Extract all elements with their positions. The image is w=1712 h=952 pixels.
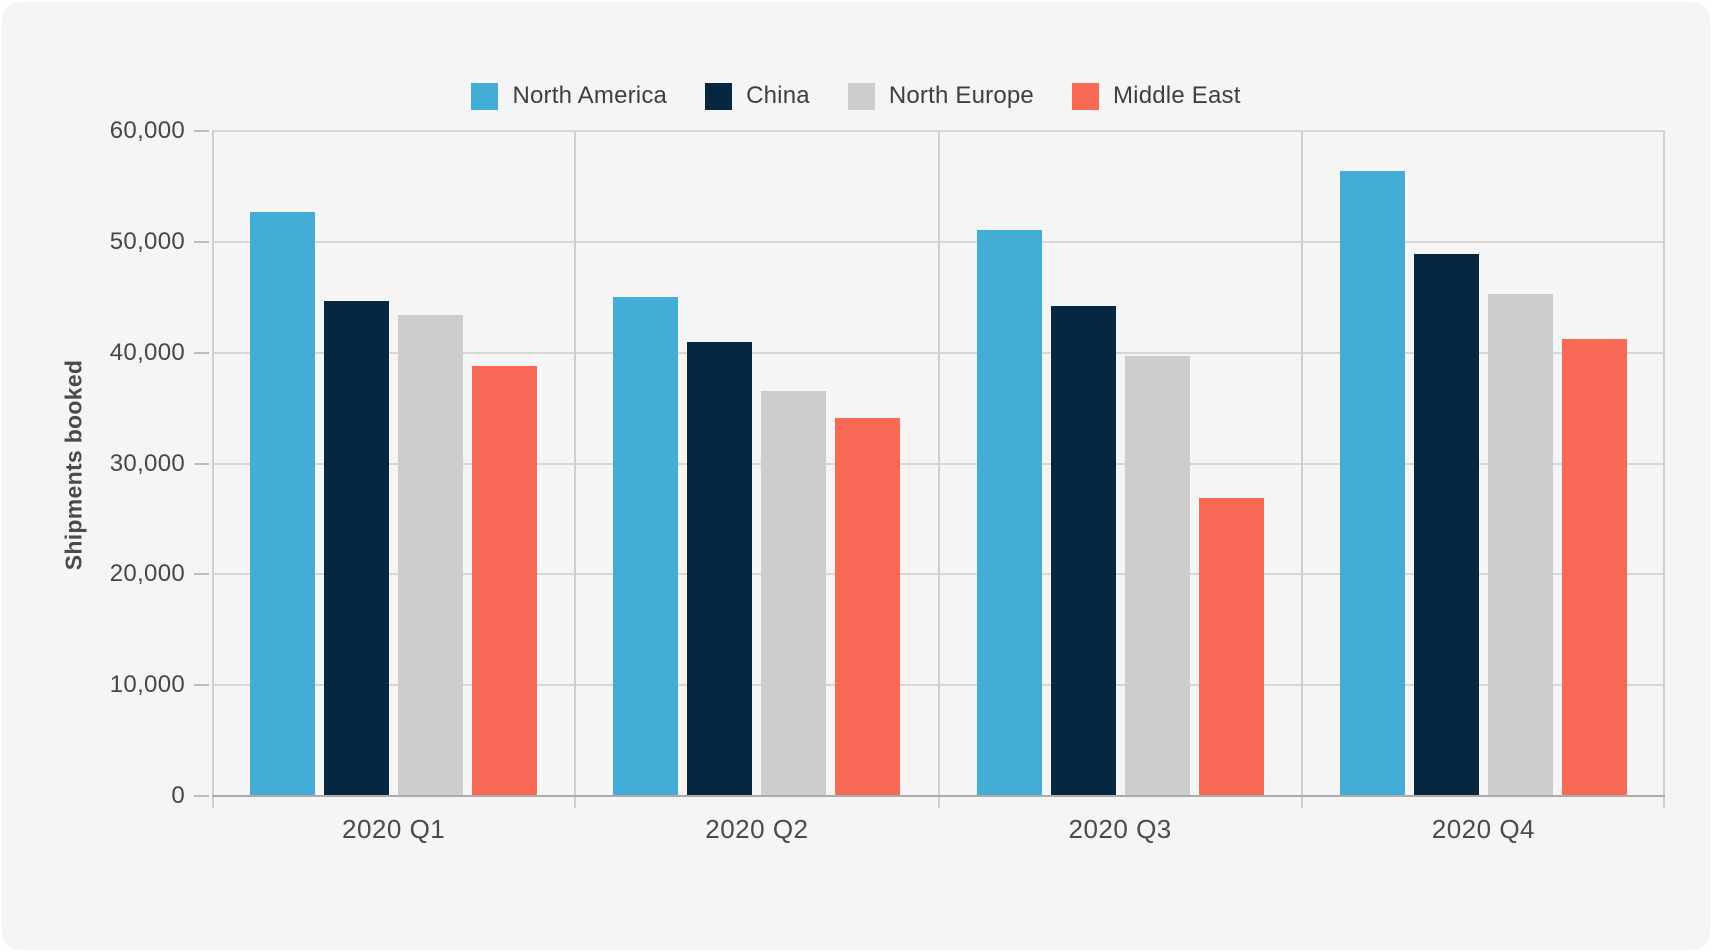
bar-north-america-2020-q1[interactable] <box>250 211 316 796</box>
bar-china-2020-q4[interactable] <box>1413 254 1479 796</box>
plot-area <box>212 130 1665 808</box>
x-axis-label: 2020 Q4 <box>1431 814 1535 844</box>
category-separator-line <box>937 131 940 808</box>
bar-north-america-2020-q2[interactable] <box>613 297 679 796</box>
bar-china-2020-q1[interactable] <box>324 300 390 796</box>
legend-label: Middle East <box>1112 82 1241 109</box>
bar-north-europe-2020-q3[interactable] <box>1124 356 1190 796</box>
y-tick-mark <box>194 684 209 687</box>
y-tick: 20,000 <box>110 560 212 588</box>
x-axis-label: 2020 Q3 <box>1068 814 1172 844</box>
y-tick-label: 30,000 <box>109 449 185 477</box>
bar-group-2020-q4 <box>1302 131 1665 796</box>
y-tick-mark <box>194 462 209 465</box>
legend-item-north-europe[interactable]: North Europe <box>847 82 1034 110</box>
bar-north-america-2020-q4[interactable] <box>1339 170 1405 796</box>
bar-north-europe-2020-q2[interactable] <box>761 391 827 796</box>
y-tick: 50,000 <box>110 228 212 256</box>
x-axis-baseline <box>212 795 1665 797</box>
y-tick-label: 10,000 <box>109 671 185 699</box>
legend-label: North Europe <box>888 82 1034 109</box>
y-tick-mark <box>194 795 209 797</box>
bar-group-2020-q3 <box>939 131 1302 796</box>
y-tick-label: 0 <box>171 782 185 809</box>
legend-label: China <box>746 82 810 109</box>
bar-china-2020-q2[interactable] <box>687 341 753 796</box>
y-tick: 40,000 <box>110 339 212 367</box>
category-separator-line <box>574 131 577 808</box>
bar-middle-east-2020-q4[interactable] <box>1561 339 1627 796</box>
legend-item-north-america[interactable]: North America <box>471 82 667 110</box>
legend-swatch-icon <box>705 82 733 110</box>
bar-middle-east-2020-q1[interactable] <box>472 365 538 796</box>
legend-swatch-icon <box>847 82 875 110</box>
bar-china-2020-q3[interactable] <box>1050 306 1116 796</box>
y-tick-label: 20,000 <box>109 560 185 588</box>
bar-north-europe-2020-q1[interactable] <box>398 314 464 796</box>
y-tick-mark <box>194 351 209 354</box>
y-tick-label: 60,000 <box>109 117 185 144</box>
category-separator-line <box>1300 131 1303 808</box>
y-tick-mark <box>194 130 209 132</box>
y-tick: 60,000 <box>110 117 212 145</box>
legend-label: North America <box>512 82 668 109</box>
bar-middle-east-2020-q3[interactable] <box>1198 497 1264 796</box>
y-tick-label: 40,000 <box>109 338 185 366</box>
y-axis-line <box>212 131 214 808</box>
y-tick-label: 50,000 <box>109 227 185 255</box>
x-axis-label: 2020 Q1 <box>342 814 446 844</box>
category-separator-line <box>1663 131 1665 808</box>
bar-middle-east-2020-q2[interactable] <box>835 418 901 796</box>
bar-group-2020-q2 <box>575 131 938 796</box>
y-axis-ticks: 0 10,000 20,000 30,000 40,000 50,000 60,000 <box>2 117 212 809</box>
y-tick: 0 <box>171 782 212 810</box>
legend-item-china[interactable]: China <box>705 82 810 110</box>
bar-north-america-2020-q3[interactable] <box>976 229 1042 796</box>
bar-group-2020-q1 <box>212 131 575 796</box>
bar-north-europe-2020-q4[interactable] <box>1487 293 1553 796</box>
y-tick-mark <box>194 573 209 576</box>
legend-swatch-icon <box>1071 82 1099 110</box>
y-tick-mark <box>194 240 209 243</box>
y-tick: 10,000 <box>110 671 212 699</box>
x-axis-label: 2020 Q2 <box>705 814 809 844</box>
legend-item-middle-east[interactable]: Middle East <box>1071 82 1241 110</box>
legend-swatch-icon <box>471 82 499 110</box>
legend: North America China North Europe Middle Eas… <box>2 82 1710 110</box>
y-tick: 30,000 <box>110 450 212 478</box>
x-axis-labels: 2020 Q1 2020 Q2 2020 Q3 2020 Q4 <box>212 814 1665 845</box>
